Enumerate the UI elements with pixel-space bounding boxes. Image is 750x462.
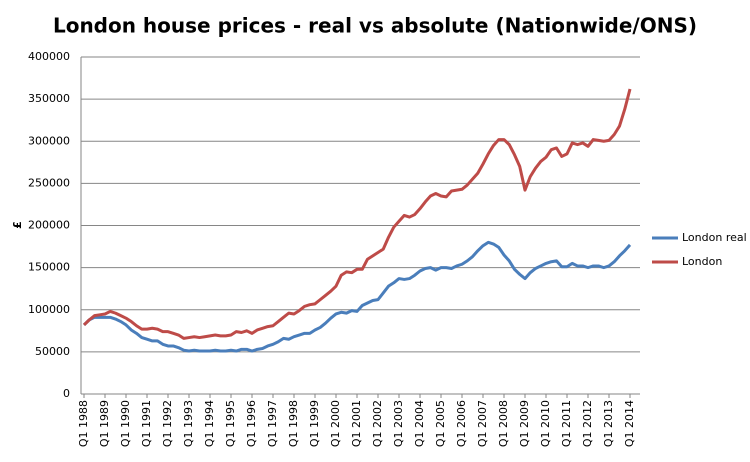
x-tick-label: Q1 2006 [455,400,468,447]
x-tick-label: Q1 2000 [329,400,342,447]
x-tick-label: Q1 1992 [161,400,174,447]
x-tick-label: Q1 1989 [98,400,111,447]
y-tick-label: 100000 [28,303,70,316]
x-tick-label: Q1 2013 [602,400,615,447]
legend-label: London [682,255,722,268]
x-tick-label: Q1 1991 [140,400,153,447]
y-tick-label: 200000 [28,219,70,232]
x-tick-label: Q1 2014 [623,400,636,447]
x-tick-label: Q1 1988 [77,400,90,447]
x-tick-label: Q1 2003 [392,400,405,447]
y-tick-label: 350000 [28,92,70,105]
x-tick-label: Q1 1994 [203,400,216,447]
line-series [82,240,632,353]
x-tick-label: Q1 2012 [581,400,594,447]
y-tick-label: 400000 [28,50,70,63]
x-tick-label: Q1 2005 [434,400,447,447]
x-tick-label: Q1 1995 [224,400,237,447]
y-tick-label: 250000 [28,176,70,189]
y-tick-label: 0 [63,387,70,400]
chart-title: London house prices - real vs absolute (… [53,14,697,38]
x-tick-label: Q1 2007 [476,400,489,447]
line-series [82,88,632,340]
x-tick-label: Q1 2010 [539,400,552,447]
y-axis-label: £ [11,221,24,229]
legend-label: London real [682,231,747,244]
y-tick-label: 300000 [28,134,70,147]
x-tick-label: Q1 2002 [371,400,384,447]
x-tick-label: Q1 1997 [266,400,279,447]
x-tick-label: Q1 1996 [245,400,258,447]
x-tick-label: Q1 2008 [497,400,510,447]
x-tick-label: Q1 1998 [287,400,300,447]
y-tick-label: 150000 [28,261,70,274]
x-tick-label: Q1 2001 [350,400,363,447]
x-tick-label: Q1 1993 [182,400,195,447]
x-tick-label: Q1 2004 [413,400,426,447]
x-tick-label: Q1 1990 [119,400,132,447]
y-tick-label: 50000 [35,345,70,358]
x-tick-label: Q1 2009 [518,400,531,447]
x-tick-label: Q1 2011 [560,400,573,447]
x-tick-label: Q1 1999 [308,400,321,447]
